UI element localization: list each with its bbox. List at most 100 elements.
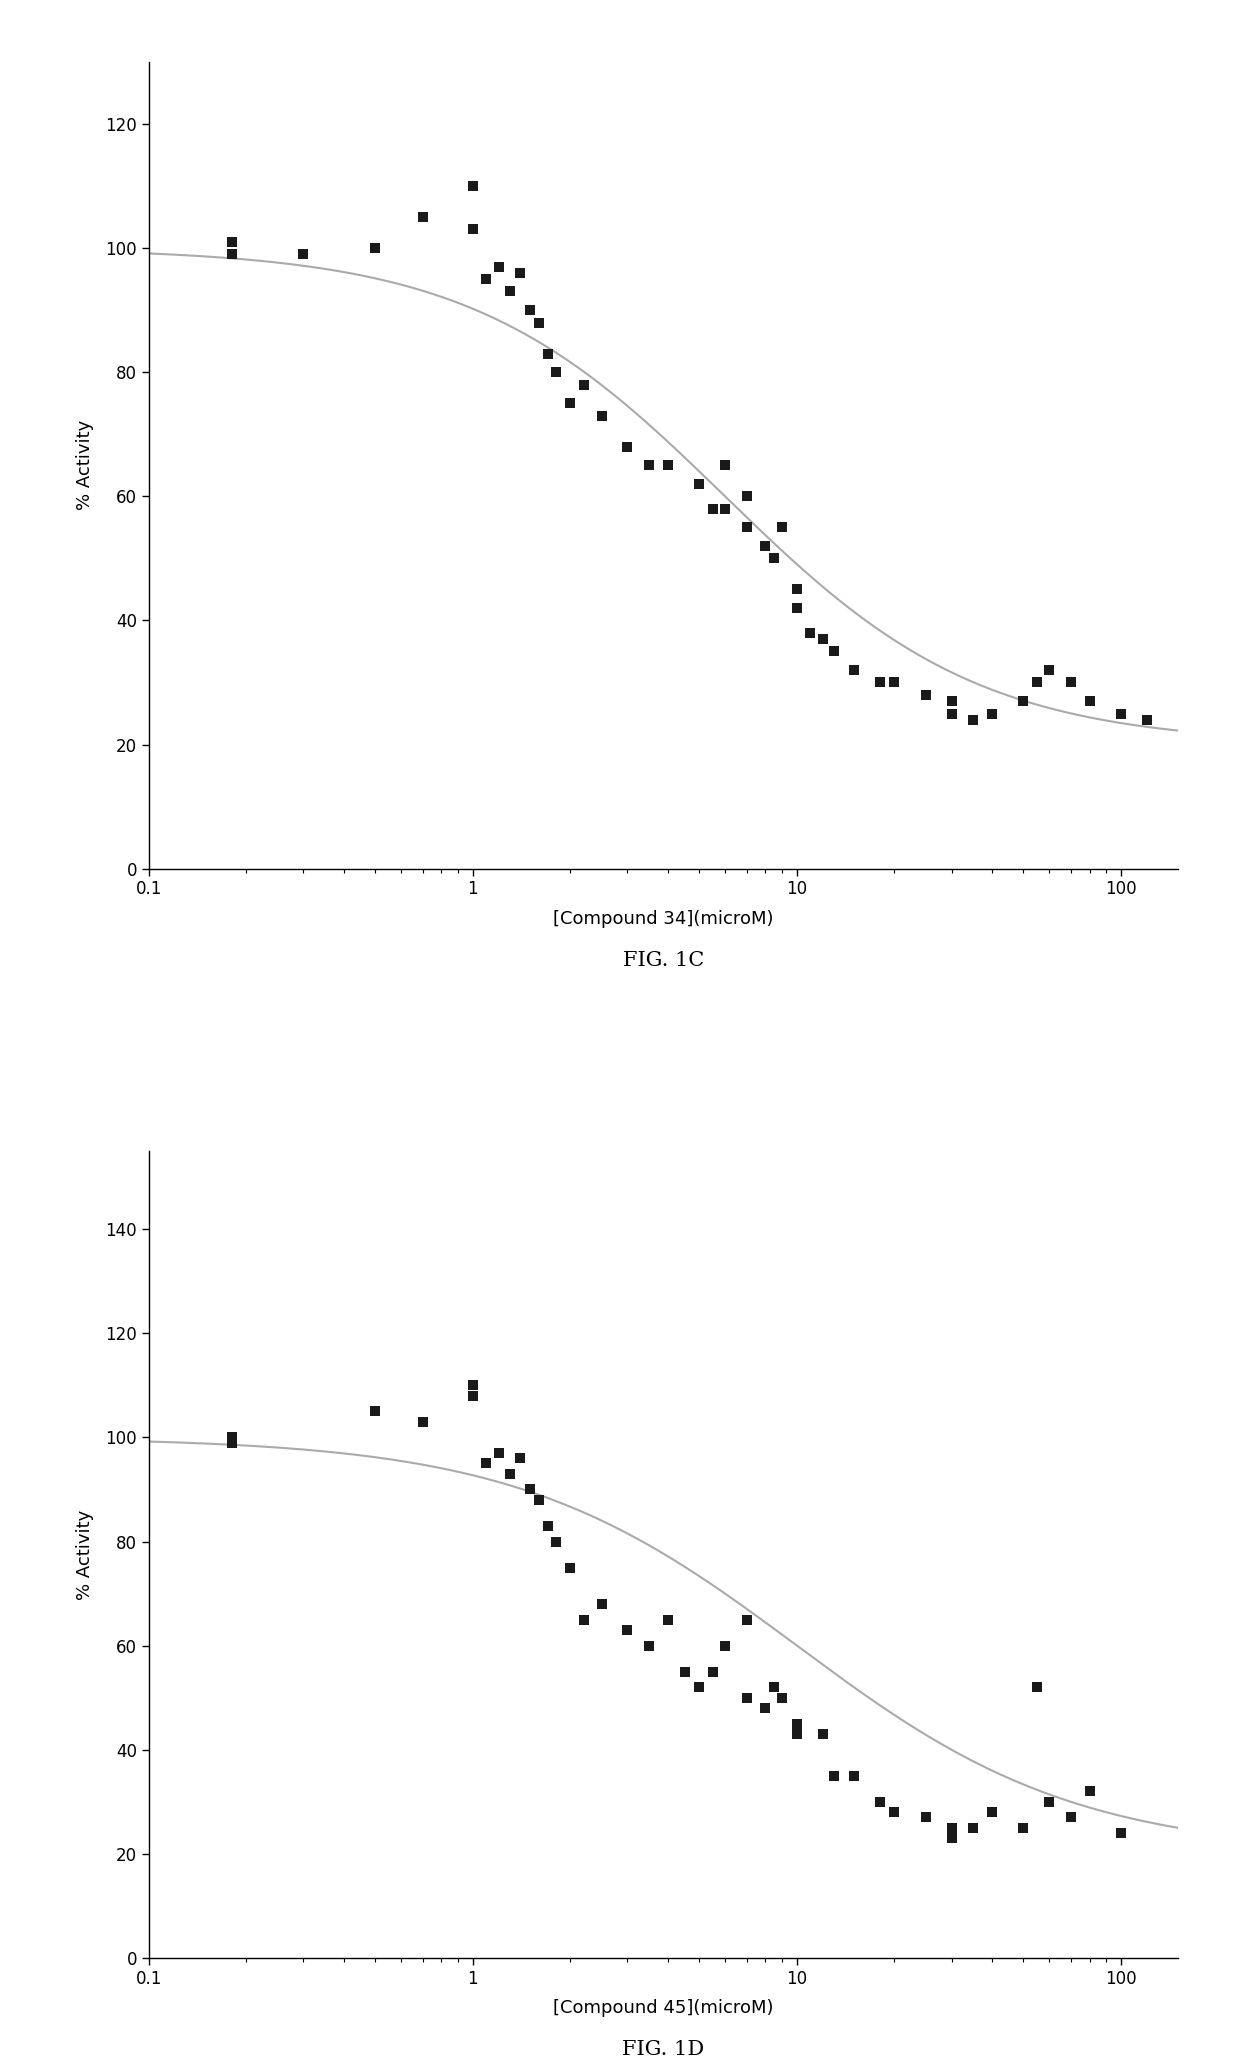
Point bbox=[916, 678, 936, 711]
Point bbox=[715, 449, 735, 482]
Point bbox=[941, 1812, 961, 1845]
Point bbox=[812, 1717, 832, 1750]
Point bbox=[715, 493, 735, 526]
Point bbox=[737, 1603, 756, 1636]
Point bbox=[823, 1760, 843, 1793]
X-axis label: [Compound 45](microM): [Compound 45](microM) bbox=[553, 1999, 774, 2018]
Point bbox=[591, 1587, 611, 1620]
Point bbox=[489, 249, 508, 282]
Point bbox=[844, 653, 864, 686]
Point bbox=[764, 1671, 784, 1704]
Point bbox=[869, 1785, 889, 1818]
Point bbox=[463, 1379, 482, 1412]
Point bbox=[963, 1812, 983, 1845]
Point bbox=[1111, 697, 1131, 730]
Point bbox=[1039, 653, 1059, 686]
Point bbox=[500, 1457, 520, 1490]
Point bbox=[764, 542, 784, 575]
X-axis label: [Compound 34](microM): [Compound 34](microM) bbox=[553, 909, 774, 927]
Point bbox=[546, 1525, 565, 1558]
Point bbox=[413, 200, 433, 233]
Point bbox=[529, 1484, 549, 1517]
Point bbox=[640, 1628, 660, 1661]
Point bbox=[1080, 684, 1100, 717]
Point bbox=[787, 592, 807, 624]
Point bbox=[618, 431, 637, 464]
Point bbox=[538, 1509, 558, 1542]
Point bbox=[884, 666, 904, 699]
Point bbox=[511, 256, 531, 289]
Point bbox=[463, 169, 482, 202]
Point bbox=[689, 1671, 709, 1704]
Point bbox=[560, 1552, 580, 1585]
Point bbox=[222, 237, 242, 270]
Point bbox=[520, 293, 539, 326]
Point bbox=[574, 1603, 594, 1636]
Point bbox=[658, 449, 678, 482]
Point bbox=[591, 400, 611, 433]
Point bbox=[529, 305, 549, 338]
Point bbox=[823, 635, 843, 668]
Point bbox=[787, 1707, 807, 1739]
Point bbox=[941, 697, 961, 730]
Point bbox=[703, 1655, 723, 1688]
Point bbox=[1039, 1785, 1059, 1818]
Point bbox=[489, 1437, 508, 1469]
Point bbox=[703, 493, 723, 526]
Point bbox=[222, 1426, 242, 1459]
Point bbox=[574, 369, 594, 402]
Point bbox=[618, 1614, 637, 1647]
Point bbox=[689, 468, 709, 501]
Point bbox=[755, 1692, 775, 1725]
Point bbox=[844, 1760, 864, 1793]
Point bbox=[476, 262, 496, 295]
Y-axis label: % Activity: % Activity bbox=[76, 1509, 94, 1599]
Point bbox=[1013, 684, 1033, 717]
Point bbox=[222, 225, 242, 258]
Point bbox=[658, 1603, 678, 1636]
Point bbox=[294, 237, 314, 270]
Point bbox=[511, 1443, 531, 1476]
Point bbox=[787, 1717, 807, 1750]
Point bbox=[1137, 703, 1157, 736]
Point bbox=[773, 1682, 792, 1715]
Point bbox=[884, 1795, 904, 1828]
Point bbox=[982, 697, 1002, 730]
Point bbox=[463, 1369, 482, 1401]
Point bbox=[560, 387, 580, 420]
Point bbox=[1027, 1671, 1047, 1704]
Point bbox=[675, 1655, 694, 1688]
Point bbox=[737, 480, 756, 513]
Point bbox=[366, 1395, 386, 1428]
Point bbox=[1111, 1816, 1131, 1849]
Point bbox=[737, 1682, 756, 1715]
Point bbox=[463, 212, 482, 245]
Point bbox=[476, 1447, 496, 1480]
Text: FIG. 1D: FIG. 1D bbox=[622, 2040, 704, 2059]
Point bbox=[1080, 1775, 1100, 1807]
Point bbox=[916, 1801, 936, 1834]
Point bbox=[773, 511, 792, 544]
Point bbox=[787, 573, 807, 606]
Point bbox=[812, 622, 832, 655]
Point bbox=[982, 1795, 1002, 1828]
Point bbox=[546, 357, 565, 390]
Point bbox=[222, 1420, 242, 1453]
Point bbox=[963, 703, 983, 736]
Point bbox=[366, 231, 386, 264]
Point bbox=[755, 530, 775, 563]
Point bbox=[538, 338, 558, 371]
Point bbox=[1061, 1801, 1081, 1834]
Point bbox=[500, 274, 520, 307]
Point bbox=[941, 684, 961, 717]
Y-axis label: % Activity: % Activity bbox=[76, 420, 94, 511]
Point bbox=[869, 666, 889, 699]
Point bbox=[800, 616, 820, 649]
Point bbox=[1013, 1812, 1033, 1845]
Point bbox=[737, 511, 756, 544]
Point bbox=[520, 1474, 539, 1507]
Point bbox=[413, 1406, 433, 1439]
Point bbox=[941, 1822, 961, 1855]
Point bbox=[715, 1628, 735, 1661]
Point bbox=[640, 449, 660, 482]
